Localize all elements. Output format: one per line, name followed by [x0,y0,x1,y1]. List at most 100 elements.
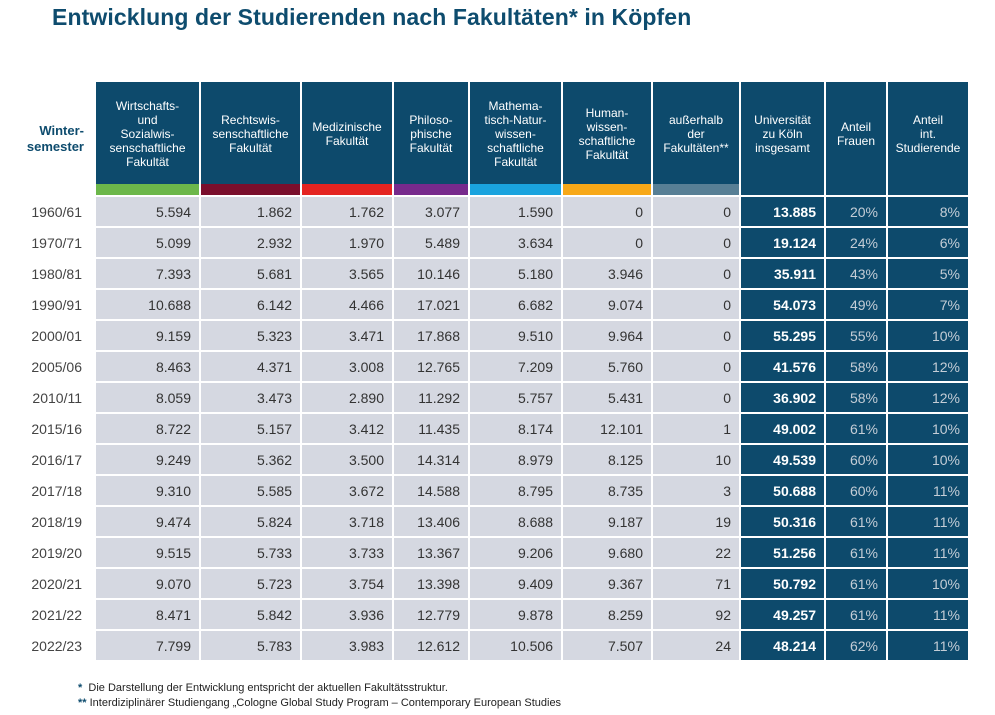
total-cell: 19.124 [741,228,824,257]
women-share-cell: 61% [826,600,886,629]
faculty-value-cell: 5.585 [201,476,300,505]
faculty-value-cell: 5.323 [201,321,300,350]
faculty-value-cell: 1.762 [302,197,392,226]
table-row: 2020/21 9.070 5.723 3.754 13.398 9.409 9.367 71… [10,569,968,598]
faculty-value-cell: 0 [653,321,739,350]
table-row: 2021/22 8.471 5.842 3.936 12.779 9.878 8.259 92… [10,600,968,629]
intl-share-cell: 10% [888,414,968,443]
faculty-value-cell: 5.489 [394,228,468,257]
faculty-value-cell: 17.868 [394,321,468,350]
column-header-medicine: Medizinische Fakultät [302,82,392,195]
faculty-color-bar [563,184,651,195]
page-title: Entwicklung der Studierenden nach Fakult… [52,4,692,30]
semester-cell: 2019/20 [10,538,94,567]
faculty-value-cell: 10 [653,445,739,474]
faculty-value-cell: 13.367 [394,538,468,567]
faculty-value-cell: 7.393 [96,259,199,288]
column-header-label: Mathema- tisch-Natur- wissen- schaftlich… [484,98,547,169]
faculty-value-cell: 9.310 [96,476,199,505]
faculty-value-cell: 3.077 [394,197,468,226]
column-header-math-science: Mathema- tisch-Natur- wissen- schaftlich… [470,82,561,195]
faculty-value-cell: 0 [653,352,739,381]
column-header-label: Rechtswis- senschaftliche Fakultät [212,112,289,155]
women-share-cell: 24% [826,228,886,257]
women-share-cell: 61% [826,414,886,443]
intl-share-cell: 11% [888,538,968,567]
intl-share-cell: 7% [888,290,968,319]
column-header-label: Anteil Frauen [836,119,876,148]
faculty-value-cell: 9.070 [96,569,199,598]
intl-share-cell: 6% [888,228,968,257]
faculty-value-cell: 3.500 [302,445,392,474]
total-cell: 50.316 [741,507,824,536]
faculty-value-cell: 12.101 [563,414,651,443]
table-row: 2019/20 9.515 5.733 3.733 13.367 9.206 9.680 22… [10,538,968,567]
footnote-text: Die Darstellung der Entwicklung entspric… [88,682,448,694]
faculty-value-cell: 10.688 [96,290,199,319]
faculty-value-cell: 5.681 [201,259,300,288]
faculty-value-cell: 0 [653,259,739,288]
table-row: 2005/06 8.463 4.371 3.008 12.765 7.209 5.760 0 4… [10,352,968,381]
total-cell: 50.688 [741,476,824,505]
faculty-value-cell: 24 [653,631,739,660]
column-header-intl-share: Anteil int. Studierende [888,82,968,195]
faculty-value-cell: 14.588 [394,476,468,505]
semester-cell: 1990/91 [10,290,94,319]
faculty-value-cell: 0 [563,197,651,226]
faculty-value-cell: 9.159 [96,321,199,350]
faculty-value-cell: 11.292 [394,383,468,412]
faculty-value-cell: 6.142 [201,290,300,319]
faculty-value-cell: 9.510 [470,321,561,350]
faculty-value-cell: 9.367 [563,569,651,598]
column-header-label: Philoso- phische Fakultät [409,112,453,155]
faculty-value-cell: 3.733 [302,538,392,567]
faculty-value-cell: 5.099 [96,228,199,257]
faculty-value-cell: 11.435 [394,414,468,443]
header-row: Winter- semester Wirtschafts- und Sozial… [10,82,968,195]
faculty-value-cell: 0 [653,228,739,257]
women-share-cell: 55% [826,321,886,350]
footnote-marker: * [78,682,83,694]
faculty-value-cell: 8.463 [96,352,199,381]
faculty-value-cell: 9.474 [96,507,199,536]
faculty-value-cell: 9.206 [470,538,561,567]
faculty-value-cell: 13.406 [394,507,468,536]
total-cell: 51.256 [741,538,824,567]
table-row: 1990/91 10.688 6.142 4.466 17.021 6.682 9.074 0… [10,290,968,319]
faculty-value-cell: 9.187 [563,507,651,536]
faculty-value-cell: 2.890 [302,383,392,412]
faculty-value-cell: 1.862 [201,197,300,226]
total-cell: 50.792 [741,569,824,598]
faculty-value-cell: 3.718 [302,507,392,536]
faculty-value-cell: 7.507 [563,631,651,660]
women-share-cell: 61% [826,538,886,567]
column-header-total: Universität zu Köln insgesamt [741,82,824,195]
total-cell: 49.539 [741,445,824,474]
women-share-cell: 60% [826,445,886,474]
faculty-value-cell: 0 [653,383,739,412]
faculty-value-cell: 5.783 [201,631,300,660]
total-cell: 54.073 [741,290,824,319]
footnote-text: Interdiziplinärer Studiengang „Cologne G… [89,697,562,709]
intl-share-cell: 11% [888,476,968,505]
table-row: 2017/18 9.310 5.585 3.672 14.588 8.795 8.735 3 5… [10,476,968,505]
intl-share-cell: 10% [888,569,968,598]
faculty-color-bar [96,184,199,195]
total-cell: 49.257 [741,600,824,629]
column-header-wiso: Wirtschafts- und Sozialwis- senschaftlic… [96,82,199,195]
intl-share-cell: 10% [888,445,968,474]
women-share-cell: 58% [826,352,886,381]
footnote-marker: ** [78,697,87,709]
faculty-value-cell: 5.824 [201,507,300,536]
students-table: Winter- semester Wirtschafts- und Sozial… [8,80,970,662]
faculty-value-cell: 8.471 [96,600,199,629]
women-share-cell: 61% [826,569,886,598]
footnote-1: * Die Darstellung der Entwicklung entspr… [78,682,448,694]
intl-share-cell: 10% [888,321,968,350]
faculty-value-cell: 3.672 [302,476,392,505]
intl-share-cell: 11% [888,600,968,629]
table-row: 2010/11 8.059 3.473 2.890 11.292 5.757 5.431 0 3… [10,383,968,412]
faculty-value-cell: 13.398 [394,569,468,598]
faculty-value-cell: 5.362 [201,445,300,474]
column-header-human-science: Human- wissen- schaftliche Fakultät [563,82,651,195]
